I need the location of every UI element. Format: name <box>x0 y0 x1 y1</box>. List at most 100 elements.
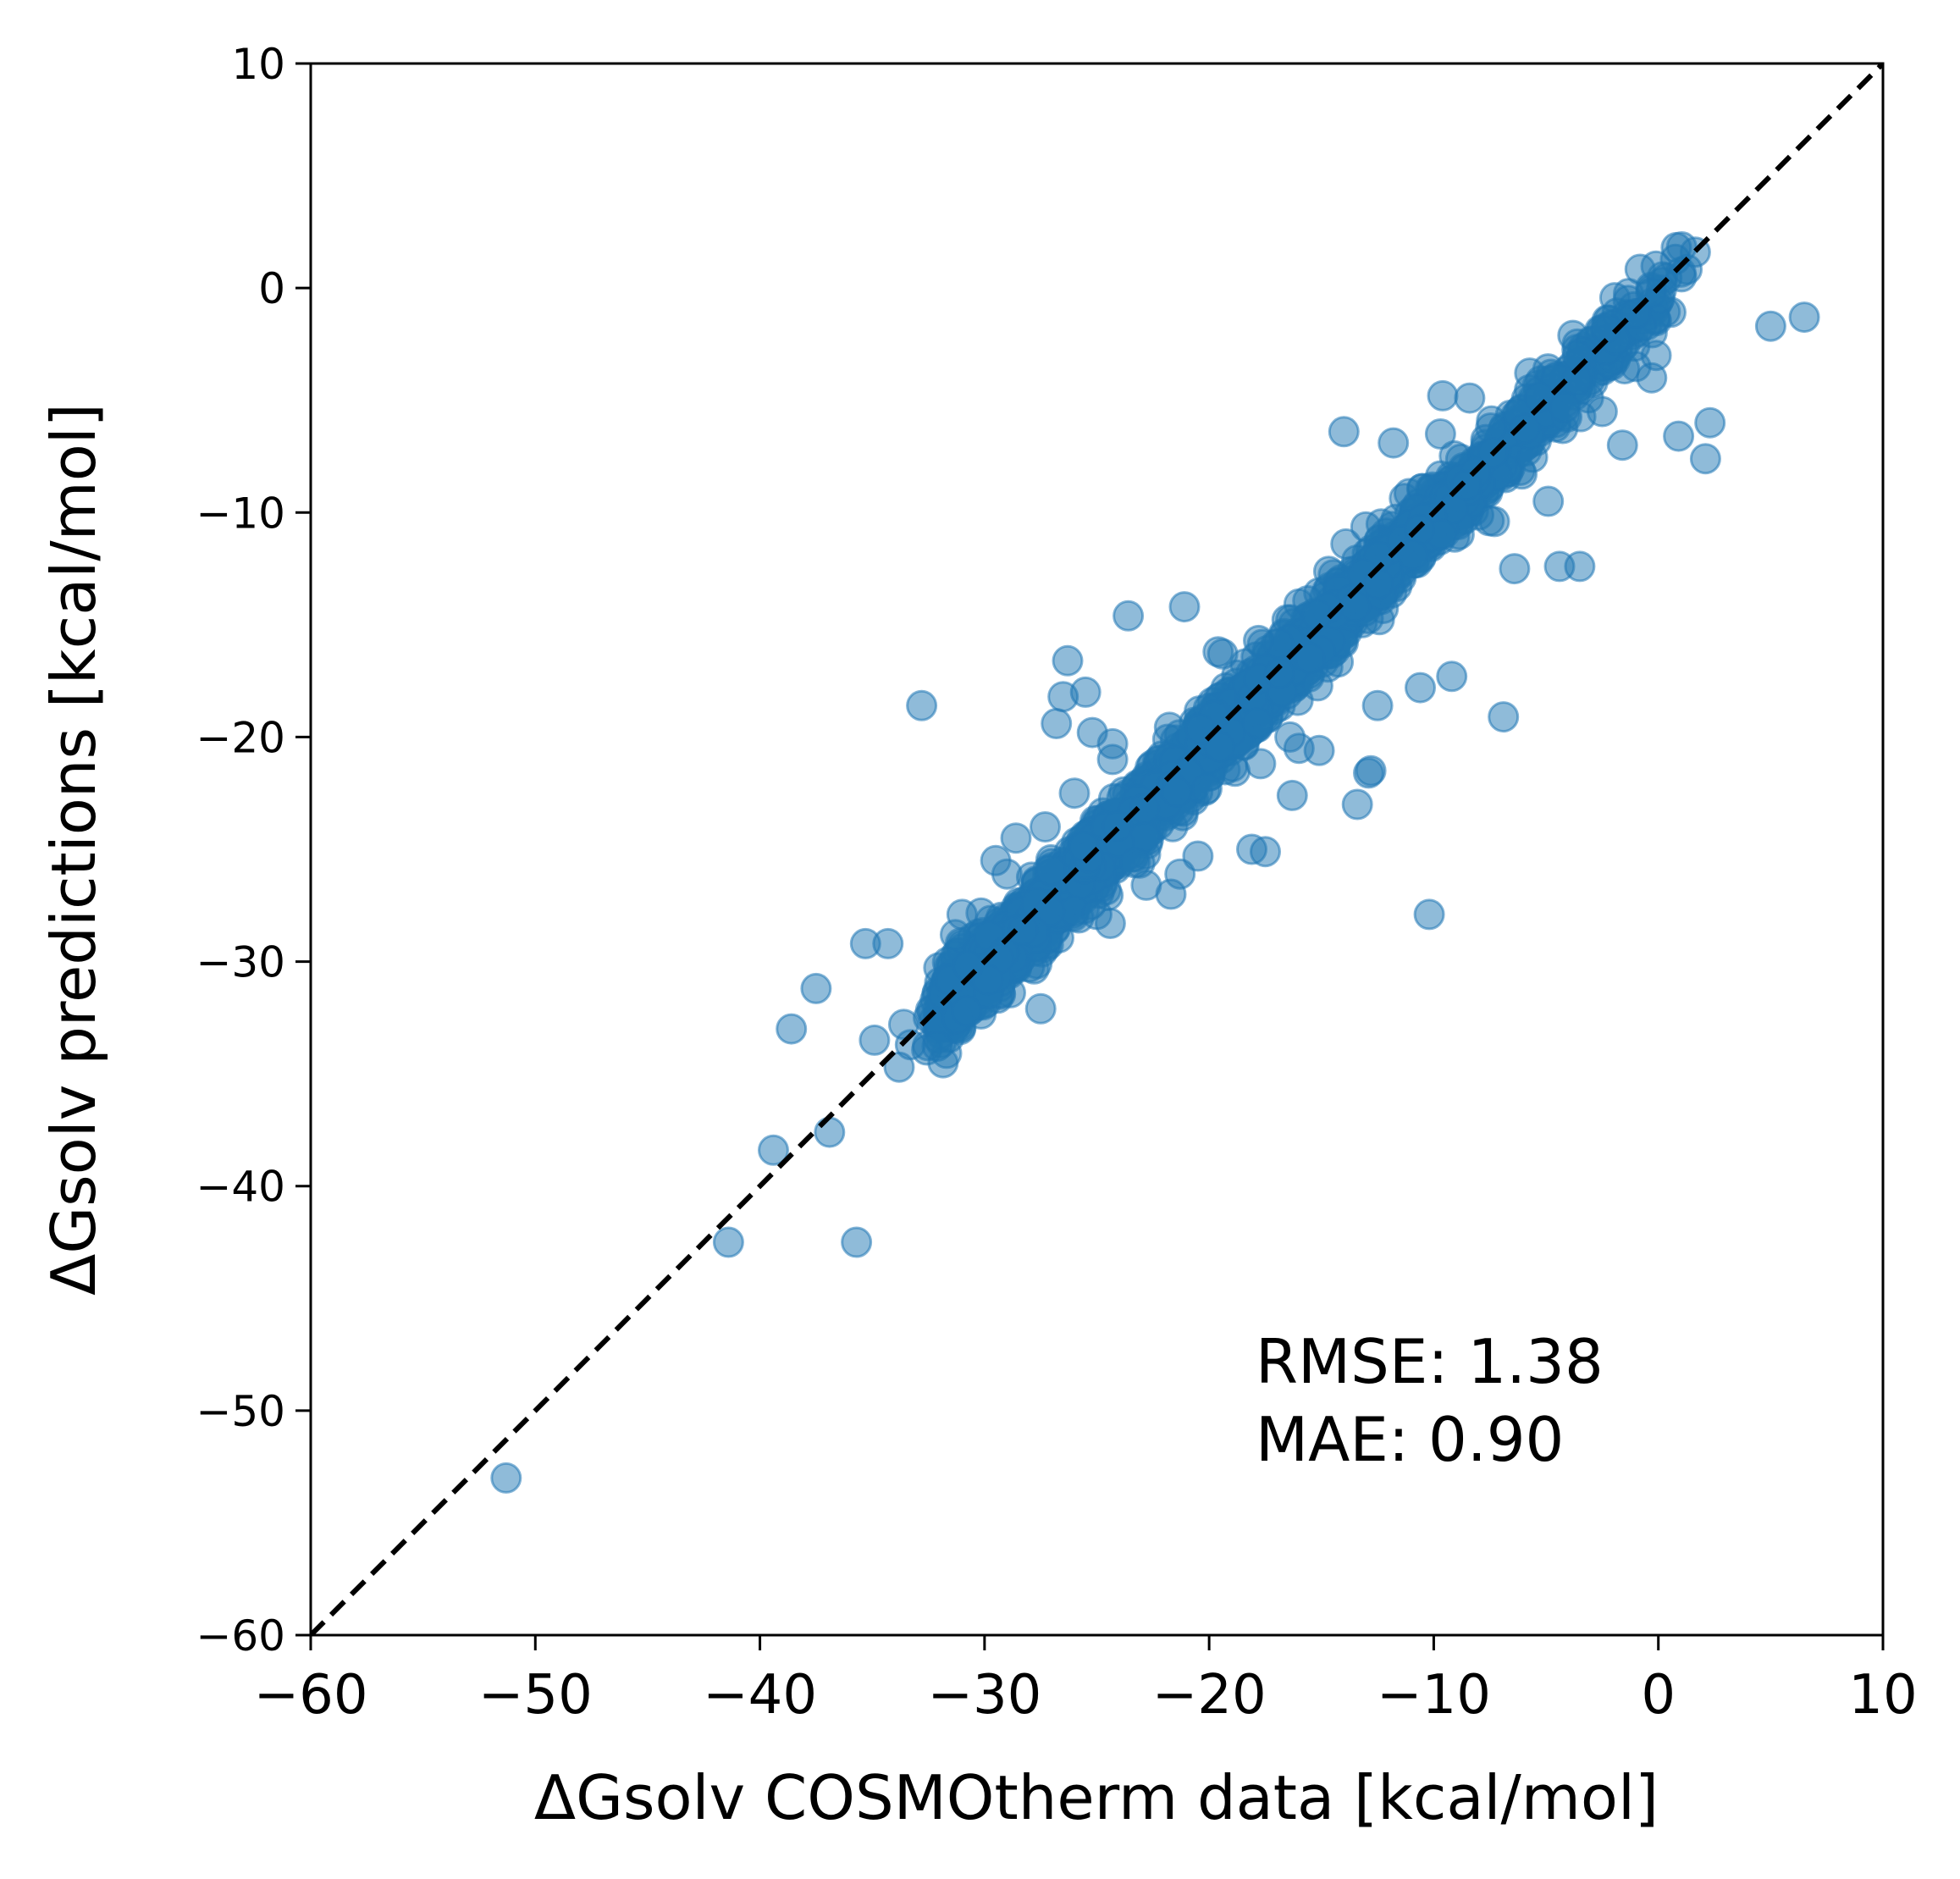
data-point <box>758 1134 789 1166</box>
data-point <box>1081 898 1113 931</box>
data-point <box>1405 671 1436 704</box>
data-point <box>1069 676 1101 708</box>
data-point <box>1250 836 1281 868</box>
data-point <box>1330 528 1362 560</box>
data-point <box>1586 395 1618 428</box>
data-point <box>1300 599 1333 631</box>
y-tick-label: −20 <box>196 713 285 762</box>
data-point <box>1427 379 1459 412</box>
data-point <box>1788 301 1820 334</box>
data-point <box>980 844 1012 876</box>
rmse-annotation: RMSE: 1.38 <box>1256 1326 1604 1397</box>
data-point <box>1263 657 1295 689</box>
x-axis: −60 −50 −40 −30 −20 −10 0 10 <box>253 1635 1918 1727</box>
data-point <box>921 1031 953 1062</box>
data-point <box>1694 406 1726 439</box>
data-point <box>1509 412 1541 445</box>
data-point <box>1024 992 1057 1025</box>
data-point <box>1241 707 1273 739</box>
data-point <box>1362 568 1394 600</box>
data-point <box>1113 600 1145 632</box>
data-point <box>800 972 832 1004</box>
data-point <box>1378 427 1410 459</box>
y-tick-label: −50 <box>196 1387 285 1436</box>
data-point <box>1355 754 1387 787</box>
y-tick-label: −10 <box>196 489 285 538</box>
data-point <box>1076 716 1108 749</box>
x-tick-label: −10 <box>1377 1664 1491 1727</box>
data-point <box>1052 644 1084 677</box>
x-axis-label: ΔGsolv COSMOtherm data [kcal/mol] <box>534 1762 1659 1833</box>
data-point <box>1532 485 1565 517</box>
x-tick-label: −30 <box>927 1664 1041 1727</box>
data-point <box>1606 429 1638 461</box>
data-point <box>872 927 904 959</box>
data-point <box>1397 539 1429 571</box>
data-point <box>1689 443 1721 475</box>
data-point <box>906 689 938 721</box>
data-point <box>1328 416 1360 448</box>
data-point <box>1035 854 1067 887</box>
y-axis: −60 −50 −40 −30 −20 −10 0 10 <box>196 40 311 1661</box>
data-point <box>859 1024 891 1056</box>
x-tick-label: −60 <box>253 1664 367 1727</box>
y-tick-label: 10 <box>231 40 285 89</box>
data-point <box>712 1226 744 1258</box>
y-tick-label: 0 <box>258 264 285 313</box>
y-tick-label: −60 <box>196 1611 285 1661</box>
data-point <box>841 1226 873 1258</box>
data-point <box>1129 793 1161 825</box>
data-point <box>1068 831 1100 863</box>
data-point <box>1663 420 1695 452</box>
data-point <box>1341 788 1373 821</box>
identity-reference-line <box>311 64 1883 1635</box>
data-point <box>1499 553 1531 585</box>
data-point <box>1454 382 1486 414</box>
data-point <box>1350 511 1382 543</box>
data-point <box>1191 772 1223 804</box>
data-point <box>1640 340 1672 372</box>
x-tick-label: −50 <box>478 1664 593 1727</box>
data-point <box>1301 670 1333 702</box>
data-point <box>1243 624 1274 656</box>
data-point <box>1000 822 1032 854</box>
data-point <box>490 1462 522 1494</box>
data-point <box>1130 869 1162 901</box>
data-point <box>1436 660 1468 693</box>
data-point <box>1030 811 1061 843</box>
data-point <box>1168 591 1201 623</box>
data-point <box>1274 721 1306 753</box>
data-point <box>1488 701 1520 733</box>
y-tick-label: −40 <box>196 1163 285 1212</box>
x-tick-label: −20 <box>1152 1664 1267 1727</box>
data-point <box>1549 391 1581 423</box>
data-point <box>1041 708 1073 739</box>
data-point <box>1564 550 1596 583</box>
y-tick-label: −30 <box>196 938 285 987</box>
plot-frame <box>309 62 1885 1637</box>
data-point <box>1007 915 1039 946</box>
y-axis-label: ΔGsolv predictions [kcal/mol] <box>38 403 109 1296</box>
data-point <box>1184 713 1217 745</box>
data-point <box>1478 506 1510 538</box>
data-point <box>1424 418 1456 450</box>
data-point <box>1660 231 1692 263</box>
data-point <box>1361 689 1394 721</box>
data-point <box>776 1013 808 1045</box>
data-point <box>1058 777 1090 810</box>
mae-annotation: MAE: 0.90 <box>1256 1404 1564 1475</box>
x-tick-label: 0 <box>1641 1664 1676 1727</box>
data-point <box>814 1116 846 1148</box>
data-point <box>951 995 983 1027</box>
data-point <box>1413 898 1445 931</box>
data-point <box>1450 469 1482 501</box>
x-tick-label: 10 <box>1848 1664 1917 1727</box>
data-point <box>946 898 978 931</box>
data-point <box>1206 638 1239 670</box>
data-point <box>1276 779 1308 811</box>
data-point <box>883 1051 915 1083</box>
data-point <box>1339 590 1372 622</box>
x-tick-label: −40 <box>703 1664 817 1727</box>
data-point <box>1161 776 1193 808</box>
